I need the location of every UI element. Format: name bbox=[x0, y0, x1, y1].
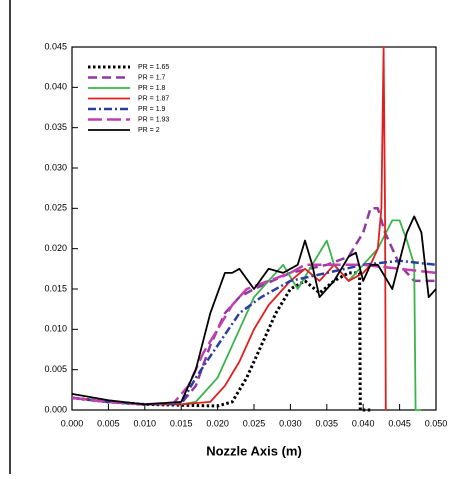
x-tick-label: 0.035 bbox=[316, 418, 339, 428]
x-tick-label: 0.050 bbox=[425, 418, 448, 428]
series-line bbox=[71, 207, 436, 406]
x-tick-label: 0.040 bbox=[352, 418, 375, 428]
x-tick-label: 0.030 bbox=[279, 418, 302, 428]
series-line bbox=[71, 219, 422, 411]
y-tick-label: 0.045 bbox=[44, 41, 67, 51]
x-tick-label: 0.000 bbox=[61, 418, 84, 428]
y-tick-label: 0.015 bbox=[44, 283, 67, 293]
y-tick-label: 0.000 bbox=[44, 404, 67, 414]
series-line bbox=[71, 215, 437, 406]
legend-label: PR = 1.9 bbox=[138, 106, 166, 113]
x-tick-label: 0.025 bbox=[243, 418, 266, 428]
y-tick-label: 0.020 bbox=[44, 243, 67, 253]
y-tick-label: 0.035 bbox=[44, 122, 67, 132]
legend-label: PR = 1.93 bbox=[138, 116, 169, 123]
y-tick-label: 0.005 bbox=[44, 364, 67, 374]
legend-label: PR = 1.65 bbox=[138, 64, 169, 71]
y-tick-label: 0.025 bbox=[44, 203, 67, 213]
x-tick-label: 0.015 bbox=[170, 418, 193, 428]
x-tick-label: 0.010 bbox=[134, 418, 157, 428]
x-tick-label: 0.005 bbox=[97, 418, 120, 428]
y-tick-label: 0.010 bbox=[44, 324, 67, 334]
y-tick-label: 0.040 bbox=[44, 82, 67, 92]
series-line bbox=[71, 46, 388, 411]
x-tick-label: 0.020 bbox=[206, 418, 229, 428]
series-line bbox=[71, 263, 437, 406]
legend-label: PR = 1.8 bbox=[138, 85, 166, 92]
legend-label: PR = 2 bbox=[138, 127, 160, 134]
y-tick-label: 0.030 bbox=[44, 162, 67, 172]
plot-frame bbox=[71, 46, 437, 411]
series-line bbox=[71, 259, 437, 406]
x-tick-label: 0.045 bbox=[388, 418, 411, 428]
legend-label: PR = 1.87 bbox=[138, 95, 169, 102]
x-axis-title: Nozzle Axis (m) bbox=[206, 443, 302, 458]
legend-label: PR = 1.7 bbox=[138, 74, 166, 81]
